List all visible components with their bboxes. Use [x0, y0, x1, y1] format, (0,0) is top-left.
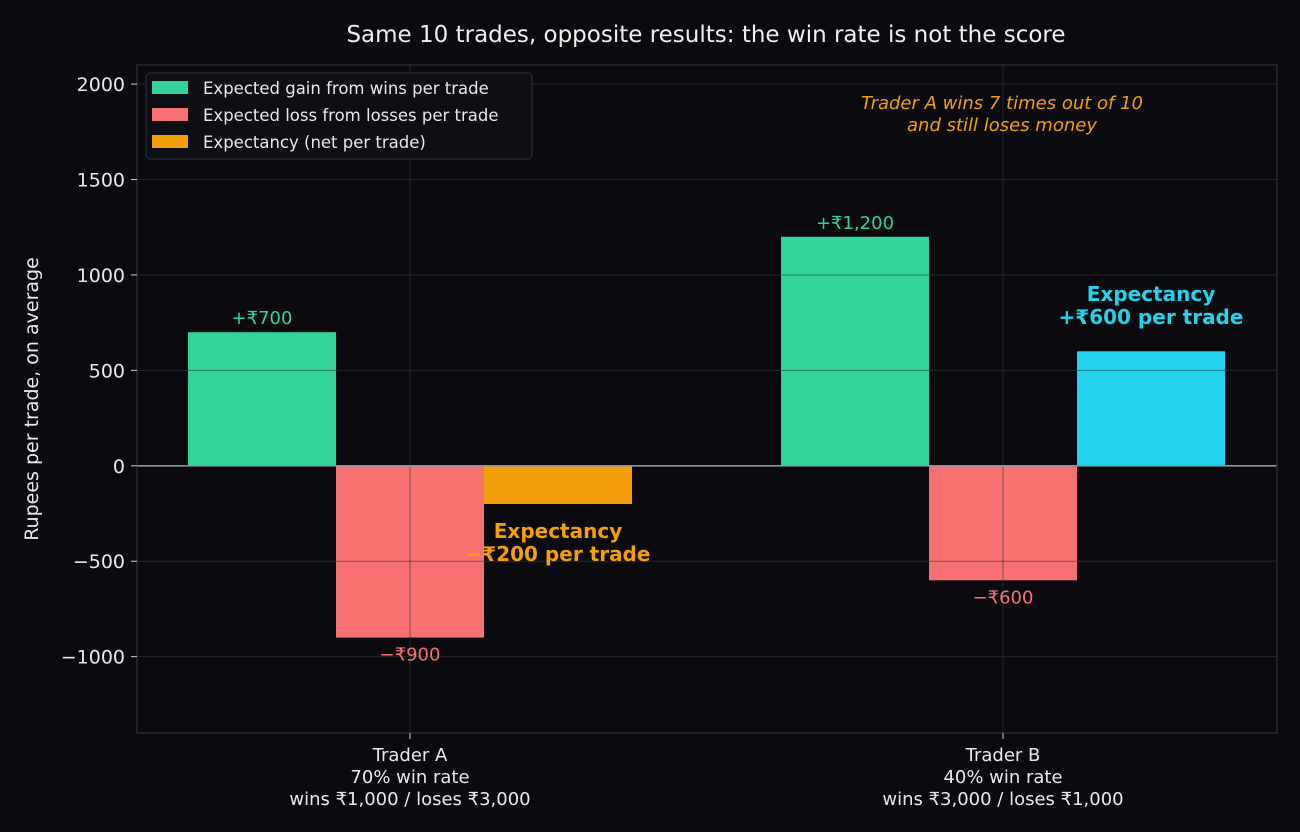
loss-value-label: −₹900 — [380, 645, 441, 666]
gain-value-label: +₹700 — [232, 308, 293, 329]
x-tick-label: 40% win rate — [943, 767, 1062, 788]
expectancy-label: −₹200 per trade — [466, 542, 651, 566]
gain-bar — [781, 236, 929, 466]
y-tick-label: 1000 — [77, 265, 125, 287]
y-tick-label: −1000 — [61, 647, 125, 669]
legend-swatch — [152, 108, 188, 121]
gain-bar — [188, 332, 336, 466]
loss-value-label: −₹600 — [973, 587, 1034, 608]
legend-swatch — [152, 81, 188, 94]
expectancy-label: Expectancy — [1087, 282, 1216, 306]
x-tick-label: wins ₹1,000 / loses ₹3,000 — [289, 789, 530, 810]
legend-label: Expectancy (net per trade) — [203, 133, 426, 152]
y-axis-label: Rupees per trade, on average — [21, 257, 43, 541]
legend-box — [145, 72, 533, 160]
x-tick-label: Trader B — [965, 745, 1041, 766]
y-tick-label: 1500 — [77, 170, 125, 192]
legend-label: Expected gain from wins per trade — [203, 79, 489, 98]
x-tick-label: 70% win rate — [350, 767, 469, 788]
plot-frame — [136, 64, 1278, 734]
bars — [137, 65, 1277, 733]
annotation-line: and still loses money — [907, 115, 1097, 136]
y-tick-label: 2000 — [77, 74, 125, 96]
y-tick-label: −500 — [73, 551, 125, 573]
gain-value-label: +₹1,200 — [816, 213, 894, 234]
chart-title: Same 10 trades, opposite results: the wi… — [346, 22, 1065, 48]
x-tick-label: wins ₹3,000 / loses ₹1,000 — [882, 789, 1123, 810]
x-tick-label: Trader A — [372, 745, 448, 766]
y-axis-ticks: 2000 1500 1000 500 0 −500 −1000 — [61, 74, 137, 669]
annotation-line: Trader A wins 7 times out of 10 — [861, 93, 1143, 114]
y-tick-label: 500 — [89, 360, 125, 382]
legend-swatch — [152, 135, 188, 148]
expectancy-bar — [1077, 351, 1225, 466]
expectancy-bar — [484, 465, 632, 504]
expectancy-label: Expectancy — [494, 519, 623, 543]
y-tick-label: 0 — [113, 456, 125, 478]
legend: Expected gain from wins per trade Expecte… — [145, 72, 533, 160]
expectancy-label: +₹600 per trade — [1059, 305, 1244, 329]
legend-label: Expected loss from losses per trade — [203, 106, 499, 125]
